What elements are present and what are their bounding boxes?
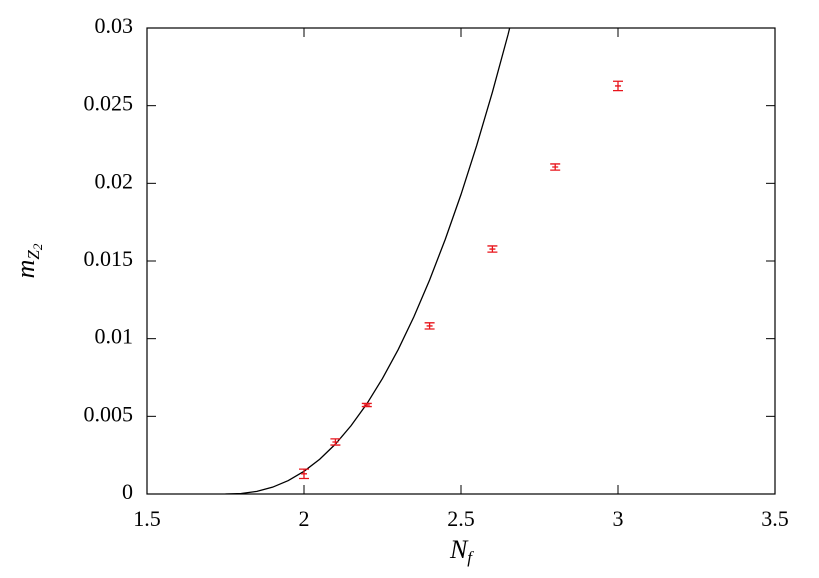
error-bar xyxy=(613,80,623,92)
y-label-subsub: 2 xyxy=(30,243,45,250)
error-bar xyxy=(550,163,561,171)
error-bar xyxy=(330,438,341,446)
error-bar xyxy=(299,468,309,480)
error-bar xyxy=(424,322,435,330)
y-tick-label: 0.015 xyxy=(84,246,134,271)
y-tick-label: 0 xyxy=(122,479,133,504)
x-axis-label: Nf xyxy=(449,535,474,567)
x-tick-label: 2 xyxy=(299,506,310,531)
y-tick-label: 0.02 xyxy=(95,168,134,193)
y-label-main: m xyxy=(11,260,40,279)
y-tick-label: 0.025 xyxy=(84,91,134,116)
plot-frame xyxy=(146,27,776,495)
y-tick-label: 0.03 xyxy=(95,13,134,38)
x-tick-label: 3 xyxy=(613,506,624,531)
x-label-sub: f xyxy=(467,548,474,567)
y-label-sub: Z xyxy=(24,250,43,260)
error-bar xyxy=(487,245,498,253)
x-tick-label: 3.5 xyxy=(761,506,789,531)
y-tick-label: 0.005 xyxy=(84,401,134,426)
y-axis-label: mZ2 xyxy=(11,243,45,278)
error-bar xyxy=(361,402,372,408)
x-tick-label: 1.5 xyxy=(133,506,161,531)
x-label-main: N xyxy=(449,535,469,564)
x-tick-label: 2.5 xyxy=(447,506,475,531)
fit-curve xyxy=(225,28,511,494)
y-tick-label: 0.01 xyxy=(95,324,134,349)
